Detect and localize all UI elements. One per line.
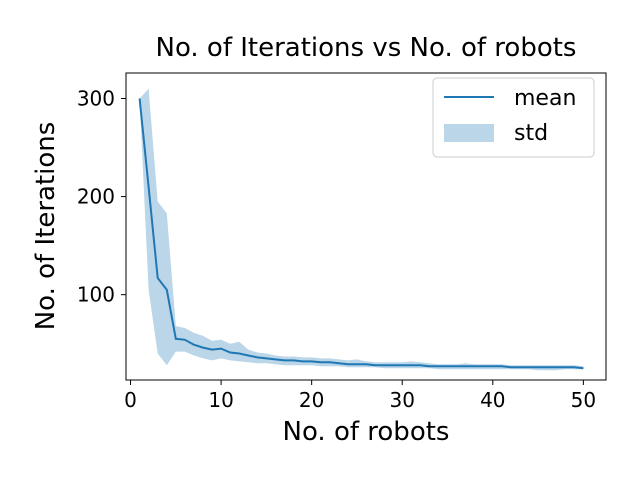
x-tick-label: 40 <box>480 388 505 412</box>
mean-line <box>138 98 584 370</box>
legend-std-label: std <box>514 121 548 146</box>
x-tick-label: 50 <box>571 388 596 412</box>
x-tick-label: 0 <box>124 388 137 412</box>
y-tick-label: 200 <box>77 185 115 209</box>
y-axis: 100 200 300 <box>77 87 126 307</box>
x-tick-label: 20 <box>299 388 324 412</box>
x-tick-label: 10 <box>208 388 233 412</box>
y-tick-label: 100 <box>77 283 115 307</box>
y-tick-label: 300 <box>77 87 115 111</box>
x-tick-label: 30 <box>389 388 414 412</box>
x-axis: 0 10 20 30 40 50 <box>124 380 596 412</box>
plot-frame <box>125 72 607 381</box>
legend-std-swatch <box>444 124 494 142</box>
legend: mean std <box>432 77 595 158</box>
mean-line-layer <box>138 98 584 370</box>
std-band-layer <box>139 88 584 371</box>
std-band <box>139 88 584 371</box>
y-axis-label: No. of Iterations <box>31 122 61 331</box>
chart-title: No. of Iterations vs No. of robots <box>156 33 577 63</box>
x-axis-label: No. of robots <box>283 417 450 447</box>
legend-mean-label: mean <box>514 86 576 111</box>
